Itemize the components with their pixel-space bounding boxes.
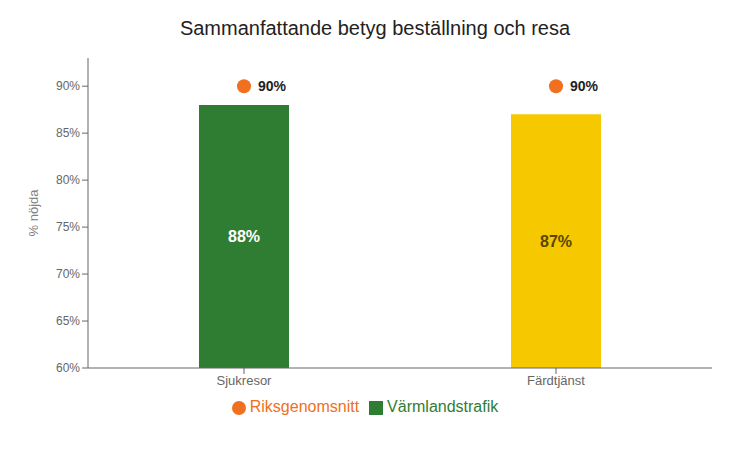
svg-text:75%: 75% xyxy=(56,220,80,234)
svg-text:65%: 65% xyxy=(56,314,80,328)
svg-text:88%: 88% xyxy=(228,228,260,245)
svg-text:87%: 87% xyxy=(540,233,572,250)
svg-text:70%: 70% xyxy=(56,267,80,281)
svg-text:80%: 80% xyxy=(56,173,80,187)
html-text:Riksgenomsnitt: Riksgenomsnitt xyxy=(249,398,360,415)
html-text:Värmlandstrafik: Värmlandstrafik xyxy=(387,398,499,415)
svg-text:60%: 60% xyxy=(56,361,80,375)
svg-text:90%: 90% xyxy=(56,79,80,93)
html-text:Sammanfattande betyg beställni: Sammanfattande betyg beställning och res… xyxy=(179,17,571,39)
svg-text:Färdtjänst: Färdtjänst xyxy=(527,373,585,388)
svg-text:Sjukresor: Sjukresor xyxy=(217,373,273,388)
svg-text:90%: 90% xyxy=(570,78,599,94)
svg-text:90%: 90% xyxy=(258,78,287,94)
svg-text:% nöjda: % nöjda xyxy=(26,189,41,237)
svg-text:85%: 85% xyxy=(56,126,80,140)
